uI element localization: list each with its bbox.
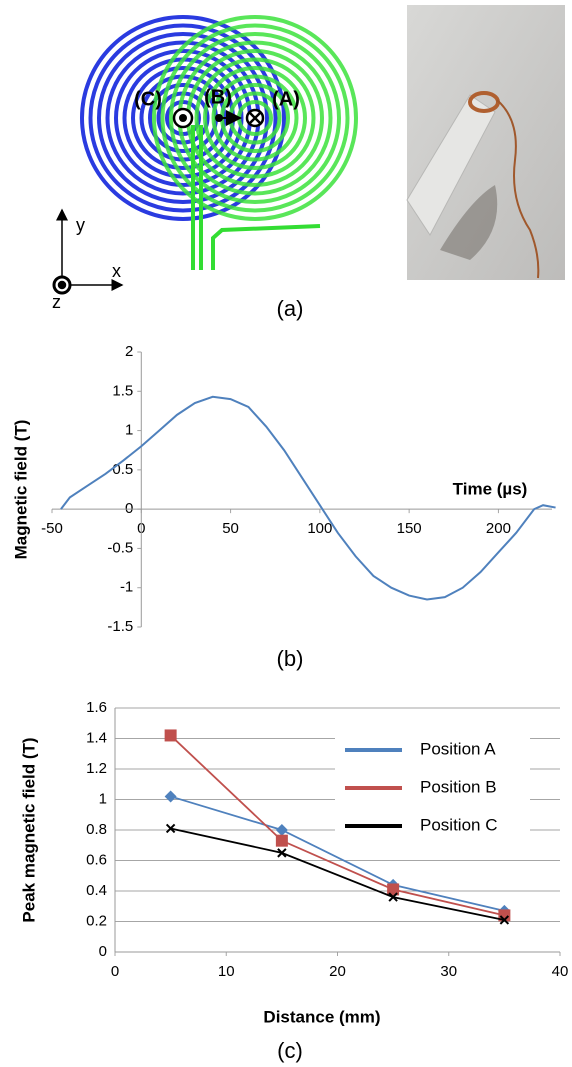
axis-y-label: y <box>76 215 85 235</box>
marker <box>275 824 288 836</box>
coil-turn <box>203 66 307 170</box>
y-tick-label: 1.4 <box>86 729 107 746</box>
marker <box>277 848 287 858</box>
data-line <box>170 795 505 912</box>
y-tick-label: 0.5 <box>112 461 133 478</box>
y-axis-title: Peak magnetic field (T) <box>19 737 38 922</box>
label-b: (B) <box>204 86 232 108</box>
y-tick-label: 1 <box>99 790 107 807</box>
y-tick-label: 0.4 <box>86 882 107 899</box>
y-tick-label: 1 <box>125 422 133 439</box>
coil-turn <box>152 15 358 221</box>
caption: (b) <box>277 646 304 671</box>
x-tick-label: -50 <box>41 520 63 537</box>
marker <box>164 729 177 742</box>
coil-turn <box>88 23 278 213</box>
x-tick-label: 50 <box>222 520 239 537</box>
marker <box>388 892 398 902</box>
field-symbols <box>172 107 265 129</box>
marker <box>499 915 510 925</box>
caption: (c) <box>277 1038 303 1063</box>
y-tick-label: 0 <box>125 500 133 517</box>
coil-turn <box>80 15 286 221</box>
x-tick-label: 10 <box>218 963 235 980</box>
legend-label: Position A <box>420 739 496 758</box>
y-axis-title: Magnetic field (T) <box>11 420 30 560</box>
x-axis-title: Time (µs) <box>453 479 528 498</box>
axis-z-label: z <box>52 292 61 312</box>
y-tick-label: 2 <box>125 343 133 360</box>
marker <box>165 823 176 834</box>
coil-turn <box>97 32 269 204</box>
marker <box>275 834 288 847</box>
legend-label: Position B <box>420 777 497 796</box>
chart: 21.510.50-0.5-1-1.5-50 0 50 100 150 200Magnet… <box>11 343 556 671</box>
marker <box>498 909 511 922</box>
coil-turn <box>160 23 350 213</box>
coil-turn <box>194 57 316 179</box>
y-tick-label: 0.8 <box>86 821 107 838</box>
coil-turn <box>169 32 341 204</box>
x-tick-label: 20 <box>329 963 346 980</box>
coil-photo <box>406 5 565 280</box>
coil-leads <box>191 125 321 270</box>
data-line <box>60 395 556 601</box>
marker <box>164 790 177 803</box>
y-tick-label: -0.5 <box>107 539 133 556</box>
y-tick-label: -1.5 <box>107 618 133 635</box>
axis-x-label: x <box>112 261 121 281</box>
x-tick-label: 200 <box>486 520 511 537</box>
x-tick-label: 100 <box>307 520 332 537</box>
caption-a: (a) <box>277 296 304 321</box>
y-tick-label: 1.2 <box>86 760 107 777</box>
x-tick-label: 0 <box>111 963 119 980</box>
x-tick-label: 30 <box>440 963 457 980</box>
coordinate-axes <box>52 208 124 295</box>
x-tick-label: 150 <box>397 520 422 537</box>
y-tick-label: 0.6 <box>86 851 107 868</box>
coil-turn <box>211 74 299 162</box>
y-tick-label: 1.5 <box>112 382 133 399</box>
legend-label: Position C <box>420 815 497 834</box>
data-line <box>170 734 505 917</box>
y-tick-label: -1 <box>120 579 133 596</box>
y-tick-label: 0.2 <box>86 912 107 929</box>
y-tick-label: 0 <box>99 943 107 960</box>
y-tick-label: 1.6 <box>86 699 107 716</box>
label-c: (C) <box>134 88 162 110</box>
label-a: (A) <box>272 88 300 110</box>
data-line <box>170 827 505 921</box>
chart: 0 0.2 0.4 0.6 0.8 1 1.2 1.4 1.6 0 10 20 30 40 Peak mag… <box>19 699 568 1063</box>
marker <box>387 883 400 896</box>
x-tick-label: 40 <box>552 963 569 980</box>
x-axis-title: Distance (mm) <box>263 1007 380 1026</box>
